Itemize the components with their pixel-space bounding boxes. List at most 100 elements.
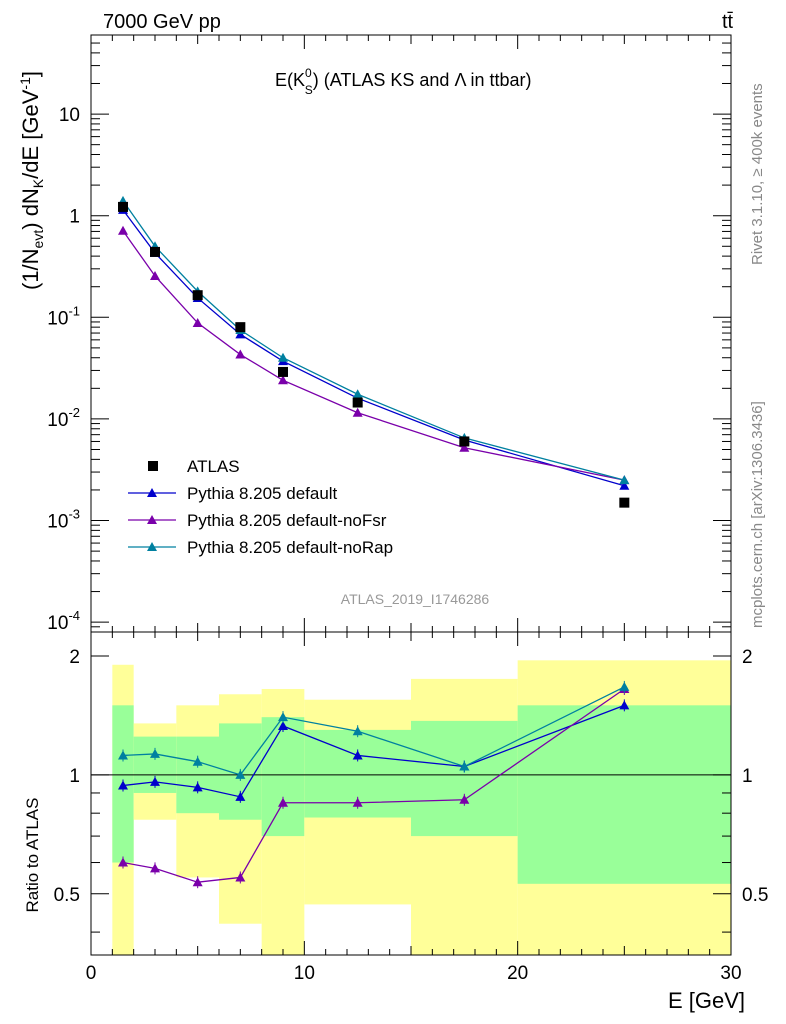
ratio-line-2 [122,686,625,776]
y-tick-label: 10 [59,105,80,126]
ratio-2-point-6 [459,761,470,771]
ratio-0-point-3 [235,791,246,801]
x-axis-title: E [GeV] [668,988,745,1013]
data-point-2 [192,290,203,301]
analysis-label: ATLAS_2019_I1746286 [341,591,490,607]
data-point-1 [150,246,160,257]
plot-title: E(K0 S) (ATLAS KS and Λ in ttbar) [275,66,532,97]
ratio-tick-label-left: 2 [69,647,80,668]
x-tick-label: 10 [294,963,315,984]
data-point-4 [278,366,288,377]
process-label: tt̄ [722,11,734,33]
ratio-0-point-4 [278,720,288,730]
y-tick-label: 1 [69,207,80,228]
green-band-4 [261,717,305,837]
ratio-2-point-0 [118,750,128,760]
legend-marker-0 [147,488,157,497]
series-1-point-0 [118,225,128,235]
y-tick-label: 10-2 [47,405,80,431]
legend-label-2: Pythia 8.205 default-noRap [187,538,393,557]
ratio-0-point-5 [352,750,363,760]
x-tick-label: 0 [86,963,97,984]
series-layer [118,195,630,889]
series-1-point-2 [192,317,203,327]
rivet-label: Rivet 3.1.10, ≥ 400k events [749,83,766,265]
y-tick-exponent: -2 [68,405,80,420]
ratio-0-point-7 [619,700,630,710]
legend-entry-data: ATLAS [148,457,240,476]
uncertainty-bands [112,660,731,955]
ratio-tick-label-right: 2 [742,647,753,668]
legend-label-data: ATLAS [187,457,240,476]
series-1-point-1 [150,270,160,280]
ratio-line-0 [122,704,625,798]
ratio-1-point-3 [235,872,246,882]
ratio-line-1 [122,688,625,883]
y-tick-exponent: -4 [68,608,80,623]
series-2-point-5 [352,389,363,399]
plot-title-rest: ) (ATLAS KS and Λ in ttbar) [313,70,532,90]
ratio-1-point-6 [459,794,470,804]
ratio-1-point-4 [278,797,288,807]
ratio-2-point-2 [192,756,203,766]
y-axis-title: (1/Nevt) dNK/dE [GeV-1] [17,71,46,290]
legend-label-0: Pythia 8.205 default [187,484,338,503]
plot-title-main: E(K [275,70,305,90]
data-point-7 [619,497,630,508]
ratio-0-point-2 [192,782,203,792]
y-tick-label: 10-4 [47,608,80,634]
plot-title-sup: 0 [305,66,312,80]
legend-entry-0: Pythia 8.205 default [128,484,338,503]
series-line-1 [122,230,625,481]
ratio-2-point-3 [235,769,246,779]
ratio-tick-label-right: 0.5 [742,885,768,906]
ratio-2-point-1 [150,748,160,758]
ratio-2-point-4 [278,712,288,722]
mcplots-label: mcplots.cern.ch [arXiv:1306.3436] [749,401,766,628]
legend-marker-2 [147,542,157,551]
ratio-2-point-5 [352,726,363,736]
data-point-3 [235,322,246,333]
y-tick-exponent: -1 [68,303,80,318]
series-1-point-3 [235,349,246,359]
legend-entry-1: Pythia 8.205 default-noFsr [128,511,387,530]
data-point-6 [459,436,470,447]
ratio-1-point-5 [352,797,363,807]
series-line-2 [122,200,625,481]
series-2-point-7 [619,475,630,485]
series-0-point-7 [619,480,630,490]
y-tick-exponent: -3 [68,507,80,522]
ratio-1-point-2 [192,877,203,887]
series-1-point-5 [352,407,363,417]
series-2-point-4 [278,352,288,362]
data-point-0 [118,201,128,212]
green-band-7 [517,705,731,884]
ratio-tick-label-left: 1 [69,766,80,787]
series-line-0 [122,209,625,487]
series-1-point-6 [459,442,470,452]
axes: 0 10 20 30 10 1 10-1 10-2 10-3 10-4 2 2 1 1 0.5 0.5 [47,34,768,984]
legend-entry-2: Pythia 8.205 default-noRap [128,538,393,557]
y-tick-label: 10-1 [47,303,80,329]
data-point-5 [352,397,363,408]
ratio-1-point-0 [118,857,128,867]
ratio-1-point-1 [150,863,160,873]
green-band-6 [411,720,518,837]
legend-label-1: Pythia 8.205 default-noFsr [187,511,387,530]
energy-label: 7000 GeV pp [103,11,221,33]
legend-marker-1 [147,515,157,524]
legend-marker-data [148,461,158,471]
ratio-tick-label-left: 0.5 [54,885,80,906]
x-tick-label: 30 [720,963,741,984]
plot-title-sub: S [305,83,313,97]
ratio-0-point-0 [118,780,128,790]
ratio-2-point-7 [619,681,630,691]
legend: ATLAS Pythia 8.205 default Pythia 8.205 de… [128,457,393,557]
series-1-point-4 [278,375,288,385]
ratio-0-point-1 [150,776,160,786]
x-tick-label: 20 [507,963,528,984]
ratio-y-axis-title: Ratio to ATLAS [23,798,42,913]
y-tick-label: 10-3 [47,507,80,533]
ratio-tick-label-right: 1 [742,766,753,787]
